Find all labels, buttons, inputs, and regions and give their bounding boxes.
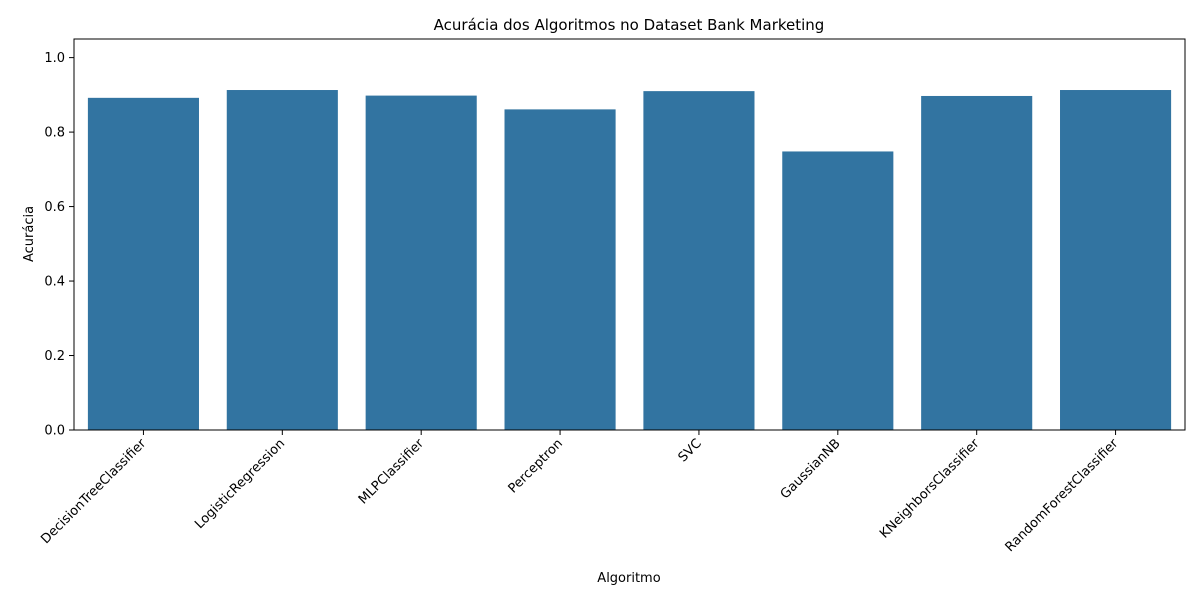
bar-DecisionTreeClassifier <box>87 97 199 430</box>
bars-layer <box>87 90 1172 431</box>
y-tick-label: 0.4 <box>44 275 65 290</box>
y-axis: 0.0 0.2 0.4 0.6 0.8 1.0 <box>44 51 74 439</box>
bar-LogisticRegression <box>226 90 338 431</box>
y-tick-label: 0.2 <box>44 349 65 364</box>
x-axis: DecisionTreeClassifier LogisticRegression… <box>38 430 1122 555</box>
y-tick-label: 0.0 <box>44 424 65 439</box>
chart-title: Acurácia dos Algoritmos no Dataset Bank … <box>434 16 825 34</box>
x-axis-title: Algoritmo <box>597 571 660 586</box>
x-tick-label: DecisionTreeClassifier <box>38 436 149 547</box>
bar-GaussianNB <box>782 151 894 430</box>
x-tick-label: Perceptron <box>506 436 566 496</box>
x-tick-label: SVC <box>676 436 705 465</box>
bar-MLPClassifier <box>365 95 477 430</box>
bar-SVC <box>643 91 755 430</box>
x-tick-label: LogisticRegression <box>192 436 288 532</box>
y-axis-title: Acurácia <box>22 206 37 262</box>
x-tick-label: KNeighborsClassifier <box>877 436 983 542</box>
y-tick-label: 0.6 <box>44 200 65 215</box>
x-tick-label: GaussianNB <box>778 436 844 502</box>
y-tick-label: 0.8 <box>44 126 65 141</box>
x-tick-label: RandomForestClassifier <box>1003 436 1122 555</box>
x-tick-label: MLPClassifier <box>356 436 428 508</box>
bar-RandomForestClassifier <box>1060 90 1172 431</box>
plot-frame <box>73 38 1186 431</box>
bar-KNeighborsClassifier <box>921 95 1033 430</box>
bar-Perceptron <box>504 109 616 430</box>
y-tick-label: 1.0 <box>44 51 65 66</box>
